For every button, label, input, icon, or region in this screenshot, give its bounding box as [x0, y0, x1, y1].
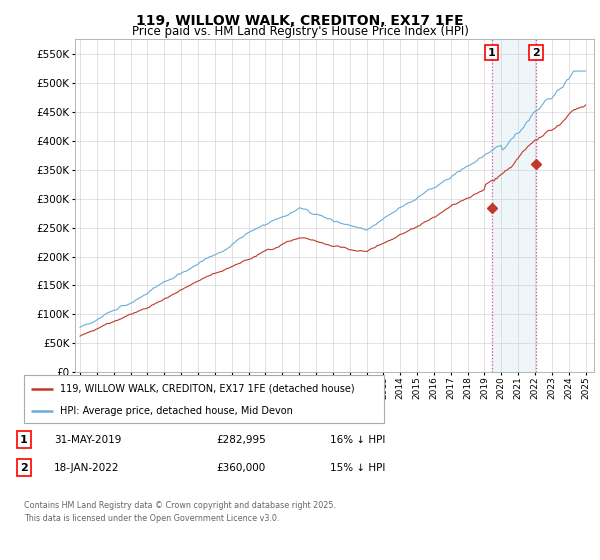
Text: 119, WILLOW WALK, CREDITON, EX17 1FE: 119, WILLOW WALK, CREDITON, EX17 1FE — [136, 14, 464, 28]
Text: 2: 2 — [20, 463, 28, 473]
Text: 16% ↓ HPI: 16% ↓ HPI — [330, 435, 385, 445]
Text: 31-MAY-2019: 31-MAY-2019 — [54, 435, 121, 445]
Text: 1: 1 — [488, 48, 496, 58]
Text: 2: 2 — [532, 48, 540, 58]
Bar — [491, 39, 536, 372]
Text: 15% ↓ HPI: 15% ↓ HPI — [330, 463, 385, 473]
Text: 119, WILLOW WALK, CREDITON, EX17 1FE (detached house): 119, WILLOW WALK, CREDITON, EX17 1FE (de… — [60, 384, 355, 394]
Text: 1: 1 — [20, 435, 28, 445]
Text: 18-JAN-2022: 18-JAN-2022 — [54, 463, 119, 473]
Text: £360,000: £360,000 — [216, 463, 265, 473]
FancyBboxPatch shape — [24, 375, 384, 423]
Text: Contains HM Land Registry data © Crown copyright and database right 2025.
This d: Contains HM Land Registry data © Crown c… — [24, 501, 336, 524]
Text: HPI: Average price, detached house, Mid Devon: HPI: Average price, detached house, Mid … — [60, 406, 293, 416]
Text: Price paid vs. HM Land Registry's House Price Index (HPI): Price paid vs. HM Land Registry's House … — [131, 25, 469, 38]
Text: £282,995: £282,995 — [216, 435, 266, 445]
